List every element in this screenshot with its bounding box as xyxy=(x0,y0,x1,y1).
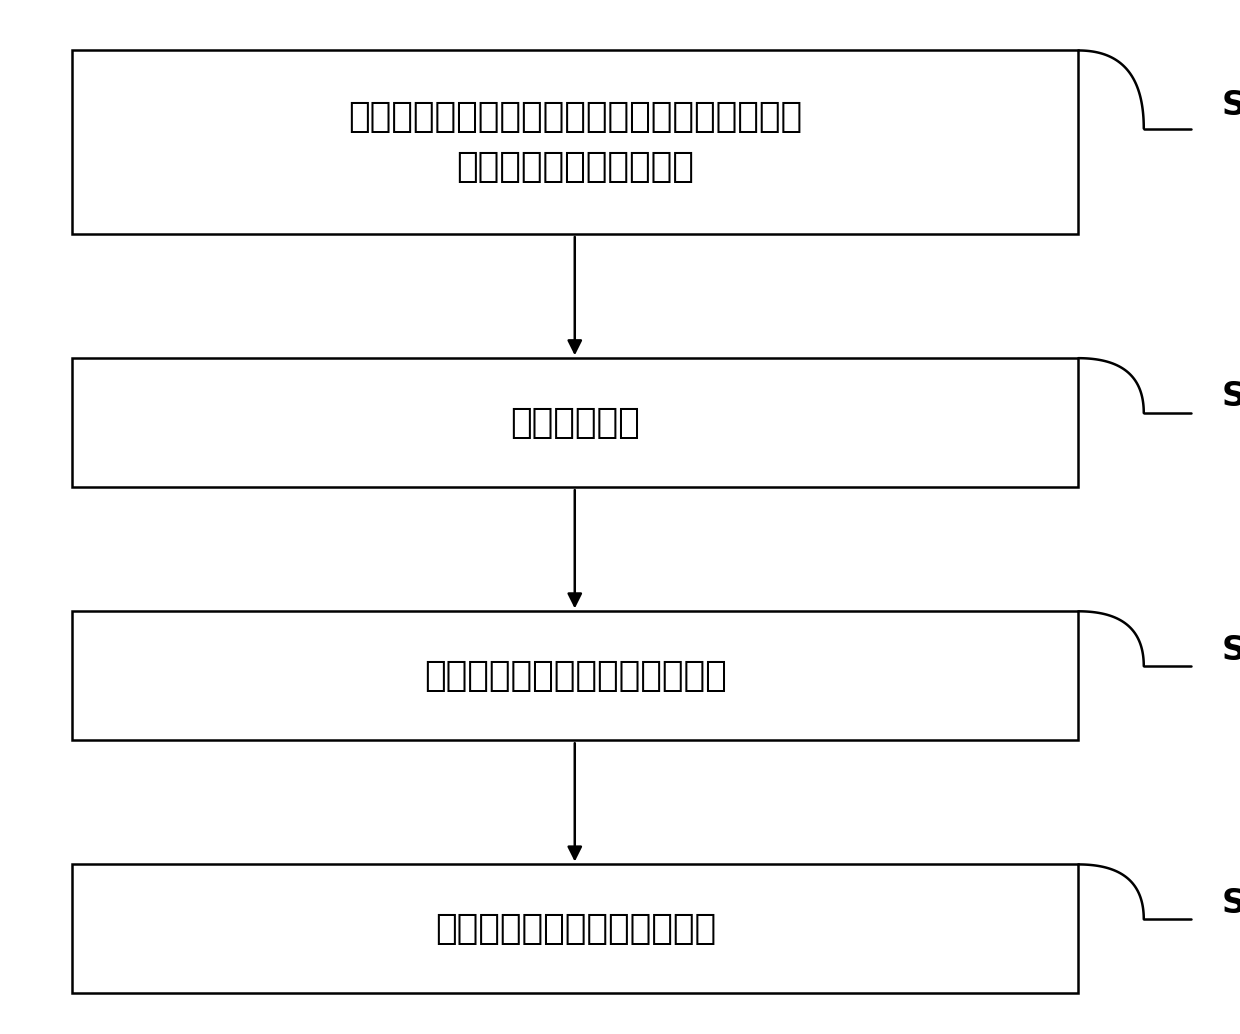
Text: 调整受能天线的中心频率与带宽: 调整受能天线的中心频率与带宽 xyxy=(424,659,727,693)
Text: 选取输能频点: 选取输能频点 xyxy=(511,405,640,439)
Text: S3: S3 xyxy=(1221,634,1240,667)
FancyBboxPatch shape xyxy=(72,611,1079,740)
FancyBboxPatch shape xyxy=(72,864,1079,994)
Text: S4: S4 xyxy=(1221,886,1240,919)
Text: 检测并记录单独给每个受能装置输能时的输能装
置的输能天线的回波损耗: 检测并记录单独给每个受能装置输能时的输能装 置的输能天线的回波损耗 xyxy=(348,100,802,184)
FancyBboxPatch shape xyxy=(72,358,1079,487)
Text: 产生多音信号，进行无线输能: 产生多音信号，进行无线输能 xyxy=(435,912,715,946)
Text: S1: S1 xyxy=(1221,89,1240,122)
Text: S2: S2 xyxy=(1221,381,1240,414)
FancyBboxPatch shape xyxy=(72,51,1079,234)
